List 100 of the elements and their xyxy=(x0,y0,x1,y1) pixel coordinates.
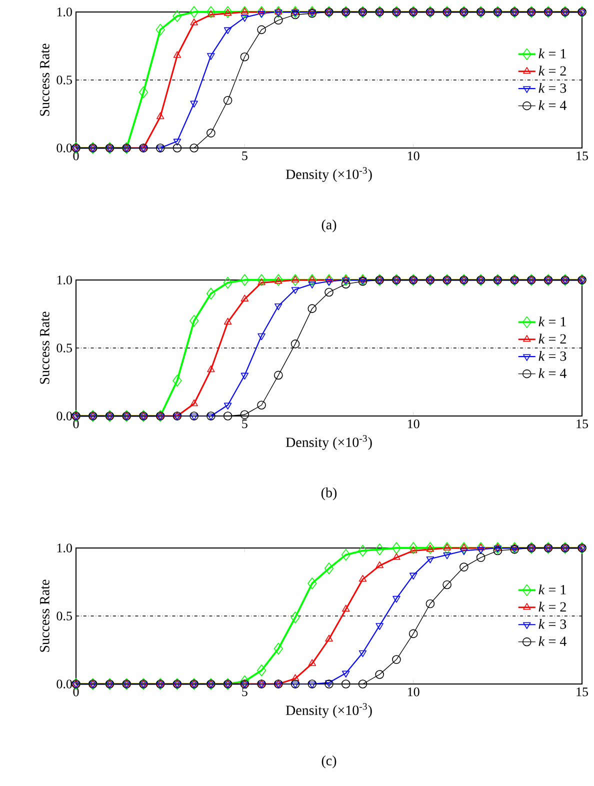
legend-label: k = 3 xyxy=(538,82,566,93)
legend-label: k = 2 xyxy=(538,334,566,344)
point xyxy=(443,544,451,550)
x-tick-label: 15 xyxy=(576,688,588,696)
point xyxy=(173,138,182,146)
point xyxy=(240,294,249,302)
point xyxy=(190,6,199,18)
point xyxy=(476,553,486,562)
point xyxy=(207,365,215,372)
point xyxy=(476,542,486,554)
point xyxy=(510,542,520,554)
point xyxy=(325,278,333,286)
legend-label: k = 2 xyxy=(538,602,566,612)
point xyxy=(426,544,434,552)
text: (c) xyxy=(322,756,336,768)
point xyxy=(308,6,317,18)
point xyxy=(274,276,282,284)
point xyxy=(156,24,165,36)
x-tick-label: 15 xyxy=(576,420,588,428)
legend-label: k = 4 xyxy=(538,100,566,110)
legend-label: k = 1 xyxy=(538,48,566,58)
point xyxy=(358,544,368,557)
point xyxy=(476,546,485,554)
point xyxy=(190,18,198,26)
point xyxy=(493,546,502,556)
y-tick-label: 0.5 xyxy=(56,344,72,352)
point xyxy=(138,86,148,98)
point xyxy=(342,604,350,612)
point xyxy=(207,53,215,60)
x-axis-title: Density (×10$^{-3}$) xyxy=(286,167,372,182)
point xyxy=(240,6,250,18)
point xyxy=(240,675,250,688)
point xyxy=(460,548,468,556)
point xyxy=(358,650,367,658)
point xyxy=(290,274,300,286)
point xyxy=(257,25,266,34)
legend-label: k = 1 xyxy=(538,316,566,326)
point xyxy=(358,274,368,286)
x-tick-label: 10 xyxy=(408,152,420,160)
point xyxy=(190,314,199,327)
y-tick-label: 0.5 xyxy=(56,612,72,620)
y-axis-title: Success Rate xyxy=(40,44,50,116)
point xyxy=(223,412,232,420)
y-tick-label: 1.0 xyxy=(57,544,72,552)
point xyxy=(442,542,452,554)
y-tick-label: 1.0 xyxy=(57,276,72,284)
point xyxy=(376,561,384,568)
legend-label: k = 4 xyxy=(538,636,566,646)
point xyxy=(258,10,266,18)
point xyxy=(274,370,283,380)
x-tick-label: 5 xyxy=(242,152,248,160)
point xyxy=(223,276,232,289)
legend-label: k = 4 xyxy=(538,368,566,378)
point xyxy=(257,400,266,410)
point xyxy=(291,276,300,282)
point xyxy=(358,574,367,582)
point xyxy=(240,8,249,14)
point xyxy=(240,15,249,22)
point xyxy=(257,6,266,18)
point xyxy=(291,674,300,681)
point xyxy=(172,10,182,22)
y-axis-title: Success Rate xyxy=(40,312,50,384)
point xyxy=(324,288,334,297)
point xyxy=(308,282,316,288)
point xyxy=(493,542,502,554)
text: (a) xyxy=(322,220,336,232)
point xyxy=(392,596,400,603)
point xyxy=(324,274,334,286)
point xyxy=(392,655,401,664)
point xyxy=(258,278,266,286)
point xyxy=(308,304,317,313)
point xyxy=(426,599,435,608)
point xyxy=(190,399,198,406)
point xyxy=(460,544,468,550)
point xyxy=(190,100,198,108)
point xyxy=(156,112,164,120)
point xyxy=(274,6,283,18)
point xyxy=(206,128,216,138)
point xyxy=(408,542,418,554)
point xyxy=(207,10,215,18)
x-tick-label: 10 xyxy=(408,420,420,428)
point xyxy=(409,546,418,554)
point xyxy=(290,6,300,18)
y-tick-label: 0.0 xyxy=(56,144,72,152)
point xyxy=(375,543,384,556)
x-tick-label: 10 xyxy=(408,688,420,696)
point xyxy=(409,572,418,580)
point xyxy=(258,8,266,14)
legend-label: k = 3 xyxy=(538,619,566,629)
point xyxy=(358,680,368,688)
point xyxy=(476,544,485,550)
point xyxy=(290,611,300,624)
point xyxy=(341,548,350,561)
y-tick-label: 0.0 xyxy=(56,412,72,420)
legend-label: k = 2 xyxy=(538,66,566,76)
legend-label: k = 1 xyxy=(538,584,566,594)
point xyxy=(375,670,384,679)
point xyxy=(224,8,232,16)
point xyxy=(224,402,232,410)
point xyxy=(240,410,250,420)
